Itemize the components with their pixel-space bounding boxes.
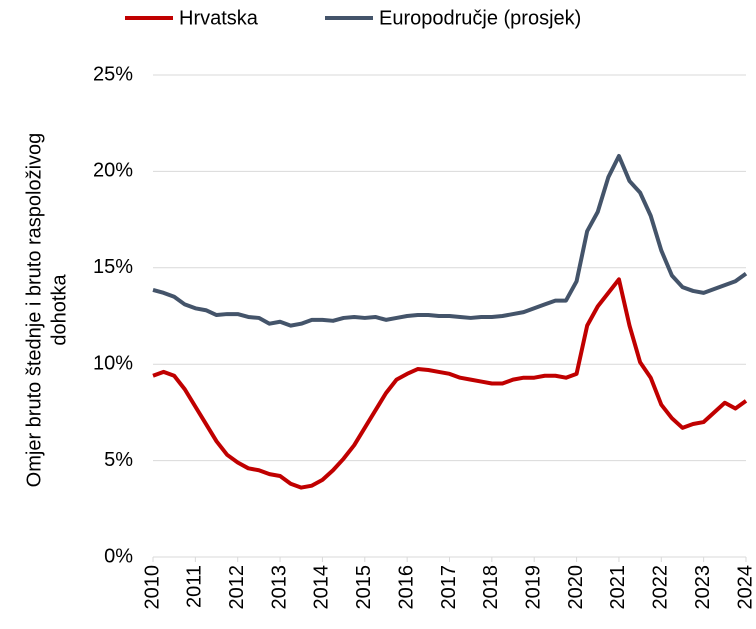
y-tick-label: 25% xyxy=(93,63,133,85)
y-tick-label: 10% xyxy=(93,352,133,374)
y-tick-label: 5% xyxy=(104,449,133,471)
x-tick-label: 2020 xyxy=(565,565,587,610)
x-tick-label: 2014 xyxy=(311,565,333,610)
x-tick-label: 2019 xyxy=(522,565,544,610)
y-tick-label: 20% xyxy=(93,160,133,182)
x-tick-label: 2021 xyxy=(607,565,629,610)
x-tick-label: 2018 xyxy=(480,565,502,610)
y-axis-label: dohotka xyxy=(48,274,70,346)
x-tick-label: 2010 xyxy=(141,565,163,610)
series-line xyxy=(152,153,748,328)
x-tick-label: 2017 xyxy=(438,565,460,610)
x-tick-label: 2012 xyxy=(226,565,248,610)
x-tick-label: 2013 xyxy=(268,565,290,610)
x-tick-label: 2024 xyxy=(734,565,756,610)
x-tick-label: 2011 xyxy=(184,565,206,608)
legend-label: Europodručje (prosjek) xyxy=(379,7,581,29)
legend-label: Hrvatska xyxy=(179,7,259,29)
series-line xyxy=(152,277,748,490)
y-axis-label: Omjer bruto štednje i bruto raspoloživog xyxy=(23,133,45,488)
x-tick-label: 2023 xyxy=(692,565,714,610)
x-tick-label: 2022 xyxy=(650,565,672,610)
x-tick-label: 2016 xyxy=(395,565,417,610)
y-tick-label: 15% xyxy=(93,256,133,278)
x-tick-label: 2015 xyxy=(353,565,375,610)
y-tick-label: 0% xyxy=(104,545,133,567)
